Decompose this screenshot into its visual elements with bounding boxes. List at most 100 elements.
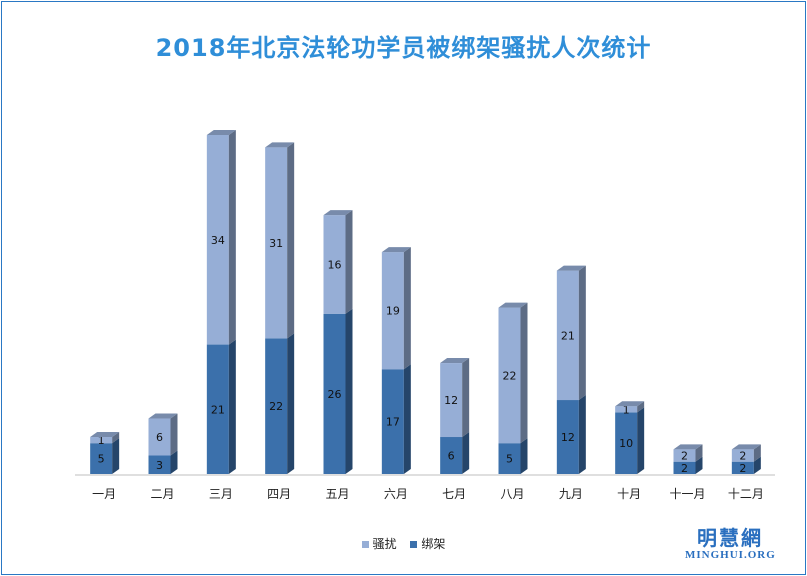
bar-side-0-3 bbox=[287, 333, 295, 474]
bar-side-0-5 bbox=[403, 364, 411, 474]
bar-1-8 bbox=[556, 270, 579, 401]
x-tick-label-1: 二月 bbox=[150, 487, 174, 501]
bar-top-1 bbox=[148, 413, 178, 419]
data-label-0-1: 3 bbox=[156, 459, 163, 472]
bar-top-8 bbox=[556, 265, 586, 271]
data-label-1-8: 21 bbox=[561, 329, 575, 342]
bar-side-1-0 bbox=[112, 432, 120, 444]
legend-item-abduct: 绑架 bbox=[410, 535, 445, 552]
bar-top-2 bbox=[206, 130, 236, 135]
bar-side-1-5 bbox=[403, 247, 411, 370]
bar-0-3 bbox=[265, 338, 288, 474]
data-label-1-10: 2 bbox=[681, 450, 688, 463]
bar-top-6 bbox=[440, 358, 470, 364]
chart-legend: 骚扰 绑架 bbox=[0, 535, 807, 552]
legend-swatch-abduct bbox=[410, 541, 418, 548]
bar-side-0-6 bbox=[462, 432, 470, 474]
data-label-1-1: 6 bbox=[156, 431, 163, 444]
bar-1-6 bbox=[440, 363, 463, 438]
data-label-1-9: 1 bbox=[623, 403, 630, 416]
x-tick-label-6: 七月 bbox=[442, 487, 466, 501]
x-tick-label-4: 五月 bbox=[325, 487, 349, 501]
bar-side-1-1 bbox=[170, 413, 178, 456]
logo-cn: 明慧網 bbox=[697, 526, 763, 550]
x-tick-label-2: 三月 bbox=[209, 487, 233, 501]
x-tick-label-9: 十月 bbox=[617, 487, 641, 501]
bar-side-0-11 bbox=[753, 456, 761, 474]
bar-top-7 bbox=[498, 302, 528, 308]
bar-side-0-2 bbox=[228, 339, 236, 474]
data-label-0-4: 26 bbox=[328, 388, 342, 401]
bar-0-0 bbox=[90, 443, 113, 474]
bar-side-0-4 bbox=[345, 308, 353, 474]
bar-side-1-7 bbox=[520, 302, 528, 444]
bar-top-3 bbox=[265, 142, 295, 148]
bar-1-0 bbox=[90, 437, 113, 444]
legend-label-abduct: 绑架 bbox=[421, 537, 446, 551]
bar-side-0-8 bbox=[578, 395, 586, 474]
data-label-1-4: 16 bbox=[328, 258, 342, 271]
bar-1-5 bbox=[381, 252, 404, 370]
bar-side-1-3 bbox=[287, 142, 295, 339]
bar-1-9 bbox=[615, 406, 638, 413]
minghui-logo: 明慧網 MINGHUI.ORG bbox=[685, 522, 775, 561]
bar-side-0-0 bbox=[112, 438, 120, 474]
bar-1-2 bbox=[206, 135, 229, 345]
data-label-0-6: 6 bbox=[448, 450, 455, 463]
data-label-1-7: 22 bbox=[503, 369, 517, 382]
data-label-0-0: 5 bbox=[98, 453, 105, 466]
x-tick-label-5: 六月 bbox=[384, 487, 408, 501]
bar-0-4 bbox=[323, 313, 346, 474]
x-tick-label-8: 九月 bbox=[559, 487, 583, 501]
logo-en: MINGHUI.ORG bbox=[685, 549, 776, 561]
bar-side-0-10 bbox=[695, 456, 703, 474]
bar-side-1-9 bbox=[637, 401, 645, 413]
bar-side-1-6 bbox=[462, 358, 470, 438]
bar-side-0-9 bbox=[637, 407, 645, 474]
bar-side-0-7 bbox=[520, 438, 528, 474]
bar-side-1-4 bbox=[345, 210, 353, 314]
x-tick-label-7: 八月 bbox=[500, 487, 524, 501]
legend-item-harass: 骚扰 bbox=[361, 535, 397, 552]
bar-1-4 bbox=[323, 215, 346, 314]
data-label-0-7: 5 bbox=[506, 453, 513, 466]
bar-top-10 bbox=[673, 444, 703, 450]
bar-1-3 bbox=[265, 147, 288, 339]
bar-0-7 bbox=[498, 443, 521, 474]
data-label-1-2: 34 bbox=[211, 234, 225, 247]
legend-label-harass: 骚扰 bbox=[372, 537, 397, 551]
data-label-1-11: 2 bbox=[739, 450, 746, 463]
legend-swatch-harass bbox=[361, 541, 369, 548]
x-tick-label-0: 一月 bbox=[92, 487, 116, 501]
x-tick-label-11: 十二月 bbox=[728, 487, 764, 501]
bar-0-6 bbox=[440, 437, 463, 474]
data-label-0-2: 21 bbox=[211, 403, 225, 416]
x-tick-label-10: 十一月 bbox=[669, 487, 705, 501]
data-label-0-10: 2 bbox=[681, 462, 688, 475]
bar-0-5 bbox=[381, 369, 404, 474]
x-tick-label-3: 四月 bbox=[267, 487, 291, 501]
data-label-1-3: 31 bbox=[269, 237, 283, 250]
bar-top-4 bbox=[323, 210, 353, 216]
data-label-1-0: 1 bbox=[98, 434, 105, 447]
data-label-0-5: 17 bbox=[386, 416, 400, 429]
bar-1-7 bbox=[498, 307, 521, 444]
data-label-1-6: 12 bbox=[444, 394, 458, 407]
bar-top-11 bbox=[731, 444, 761, 450]
data-label-1-5: 19 bbox=[386, 305, 400, 318]
bar-side-1-2 bbox=[228, 130, 236, 345]
data-label-0-9: 10 bbox=[619, 437, 633, 450]
data-label-0-3: 22 bbox=[269, 400, 283, 413]
bar-side-1-10 bbox=[695, 444, 703, 462]
data-label-0-11: 2 bbox=[739, 462, 746, 475]
bar-side-1-11 bbox=[753, 444, 761, 462]
bar-1-1 bbox=[148, 418, 171, 456]
bar-1-11 bbox=[731, 449, 754, 462]
bar-0-2 bbox=[206, 344, 229, 474]
bar-0-1 bbox=[148, 455, 171, 474]
bar-0-10 bbox=[673, 461, 696, 474]
bar-top-9 bbox=[615, 401, 645, 407]
chart-title: 2018年北京法轮功学员被绑架骚扰人次统计 bbox=[155, 34, 652, 62]
data-label-0-8: 12 bbox=[561, 431, 575, 444]
